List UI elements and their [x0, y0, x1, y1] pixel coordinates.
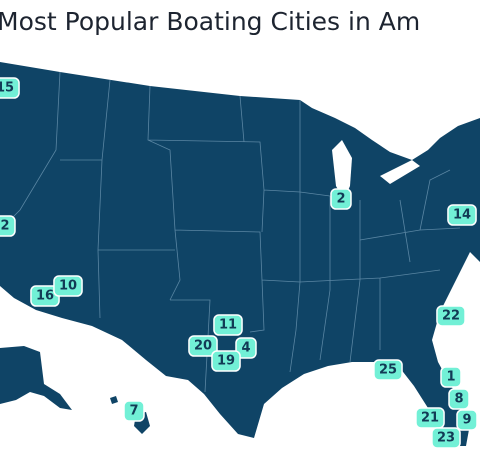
marker-badge: [0, 77, 20, 99]
city-marker: 21: [415, 407, 445, 429]
marker-badge: [373, 359, 403, 381]
marker-badge: [447, 204, 477, 226]
marker-badge: [123, 400, 145, 422]
marker-badge: [440, 366, 462, 388]
city-marker: 2: [0, 215, 16, 237]
marker-badge: [235, 337, 257, 359]
map-title: Most Popular Boating Cities in Am: [0, 7, 420, 36]
lake-michigan: [332, 140, 352, 200]
marker-label: 1: [446, 370, 455, 385]
marker-label: 19: [217, 354, 235, 369]
marker-badge: [431, 427, 461, 449]
city-marker: 2: [330, 188, 352, 210]
city-marker: 19: [211, 350, 241, 372]
marker-badge: [53, 275, 83, 297]
marker-label: 9: [462, 413, 471, 428]
marker-badge: [436, 305, 466, 327]
city-marker: 16: [30, 285, 60, 307]
marker-label: 21: [421, 411, 439, 426]
marker-label: 11: [219, 318, 237, 333]
marker-label: 4: [241, 341, 250, 356]
marker-badge: [0, 215, 16, 237]
alaska: [0, 346, 72, 410]
marker-label: 2: [336, 192, 345, 207]
city-marker: 20: [188, 335, 218, 357]
city-marker: 14: [447, 204, 477, 226]
marker-badge: [330, 188, 352, 210]
city-marker: 15: [0, 77, 20, 99]
marker-badge: [456, 409, 478, 431]
city-marker: 7: [123, 400, 145, 422]
city-marker: 23: [431, 427, 461, 449]
city-marker: 8: [448, 388, 470, 410]
marker-label: 15: [0, 81, 14, 96]
marker-label: 16: [36, 289, 54, 304]
marker-label: 25: [379, 363, 397, 378]
us-map: [0, 62, 480, 446]
state-lines: [0, 71, 461, 393]
marker-label: 20: [194, 339, 212, 354]
marker-label: 10: [59, 279, 77, 294]
city-marker: 4: [235, 337, 257, 359]
city-marker: 1: [440, 366, 462, 388]
city-marker: 22: [436, 305, 466, 327]
marker-label: 2: [0, 219, 9, 234]
marker-label: 23: [437, 431, 455, 446]
marker-badge: [188, 335, 218, 357]
city-marker: 11: [213, 314, 243, 336]
marker-label: 8: [454, 392, 463, 407]
continental-us: [0, 62, 480, 446]
lake-erie: [380, 160, 420, 184]
city-marker: 9: [456, 409, 478, 431]
markers: 15 2 16 10 11 20 4 19 2 14 22 25 1 8 9 21 23 7: [0, 77, 478, 449]
marker-badge: [211, 350, 241, 372]
marker-badge: [415, 407, 445, 429]
marker-label: 14: [453, 208, 471, 223]
marker-label: 7: [129, 404, 138, 419]
city-marker: 10: [53, 275, 83, 297]
city-marker: 25: [373, 359, 403, 381]
marker-label: 22: [442, 309, 460, 324]
marker-badge: [213, 314, 243, 336]
hawaii: [110, 396, 150, 434]
marker-badge: [448, 388, 470, 410]
